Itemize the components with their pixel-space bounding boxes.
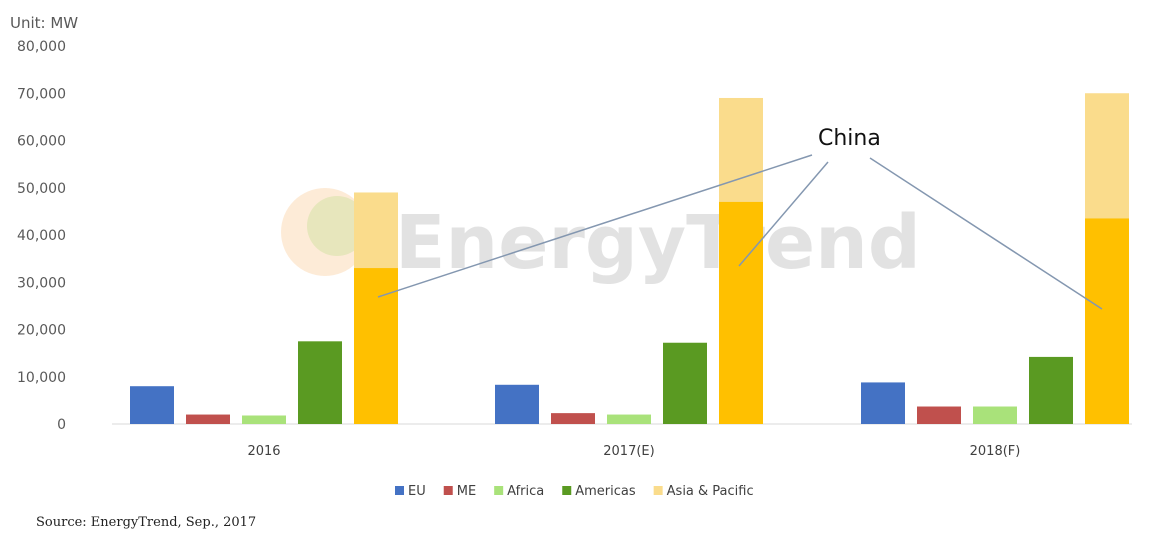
category-label: 2016 bbox=[247, 444, 280, 459]
y-tick-label: 50,000 bbox=[17, 181, 66, 197]
china-leader-line bbox=[869, 157, 1103, 310]
legend-label: ME bbox=[457, 484, 476, 499]
legend-label: Asia & Pacific bbox=[667, 484, 754, 499]
china-leader-line bbox=[738, 161, 829, 267]
bar-africa-1 bbox=[242, 415, 286, 424]
y-tick-label: 60,000 bbox=[17, 134, 66, 150]
category-label: 2017(E) bbox=[603, 444, 654, 459]
bar-eu-2 bbox=[495, 384, 539, 424]
y-tick-label: 40,000 bbox=[17, 228, 66, 244]
bar-eu-3 bbox=[861, 382, 905, 424]
bar-china-portion-1 bbox=[354, 268, 398, 424]
y-tick-label: 20,000 bbox=[17, 323, 66, 339]
bar-americas-2 bbox=[663, 342, 707, 424]
bar-americas-3 bbox=[1029, 356, 1073, 424]
source-note: Source: EnergyTrend, Sep., 2017 bbox=[36, 515, 256, 530]
legend-swatch bbox=[494, 486, 504, 495]
watermark-logo-inner bbox=[307, 196, 367, 256]
y-tick-label: 70,000 bbox=[17, 86, 66, 102]
legend-label: Americas bbox=[575, 484, 636, 499]
bar-me-2 bbox=[551, 413, 595, 424]
unit-label: Unit: MW bbox=[10, 14, 78, 32]
bar-me-1 bbox=[186, 414, 230, 424]
legend-swatch bbox=[562, 486, 572, 495]
bar-africa-3 bbox=[973, 406, 1017, 424]
china-leader-line bbox=[377, 154, 813, 298]
category-label: 2018(F) bbox=[970, 444, 1021, 459]
y-tick-label: 0 bbox=[57, 417, 66, 433]
legend-label: Africa bbox=[507, 484, 544, 499]
watermark-text: EnergyTrend bbox=[395, 200, 921, 286]
bar-africa-2 bbox=[607, 414, 651, 424]
bar-americas-1 bbox=[298, 341, 342, 424]
legend-swatch bbox=[395, 486, 404, 495]
y-tick-label: 30,000 bbox=[17, 275, 66, 291]
watermark: EnergyTrend bbox=[281, 188, 921, 286]
legend-swatch bbox=[443, 486, 453, 495]
watermark-logo bbox=[281, 188, 369, 276]
legend-swatch bbox=[653, 486, 663, 495]
legend-label: EU bbox=[408, 484, 426, 499]
bar-me-3 bbox=[917, 406, 961, 424]
y-tick-label: 80,000 bbox=[17, 39, 66, 55]
bar-china-portion-2 bbox=[719, 201, 763, 424]
bar-china-portion-3 bbox=[1085, 218, 1129, 424]
y-tick-label: 10,000 bbox=[17, 370, 66, 386]
bar-eu-1 bbox=[130, 386, 174, 424]
china-annotation: China bbox=[818, 126, 881, 151]
